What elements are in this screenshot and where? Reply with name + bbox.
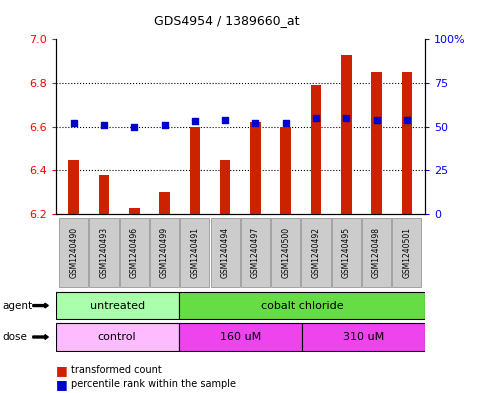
Text: GSM1240499: GSM1240499 bbox=[160, 227, 169, 278]
Text: 310 uM: 310 uM bbox=[343, 332, 384, 342]
Text: GSM1240491: GSM1240491 bbox=[190, 227, 199, 278]
Text: dose: dose bbox=[2, 332, 28, 342]
Bar bbox=[69, 160, 79, 214]
Text: GSM1240494: GSM1240494 bbox=[221, 227, 229, 278]
Text: percentile rank within the sample: percentile rank within the sample bbox=[71, 379, 237, 389]
Point bbox=[70, 120, 78, 127]
Bar bbox=[59, 218, 88, 287]
Text: 160 uM: 160 uM bbox=[220, 332, 261, 342]
Point bbox=[282, 120, 290, 127]
Bar bbox=[311, 85, 321, 214]
Bar bbox=[179, 292, 425, 319]
Point bbox=[221, 117, 229, 123]
Bar bbox=[281, 127, 291, 214]
Bar bbox=[179, 323, 302, 351]
Bar bbox=[159, 192, 170, 214]
Bar bbox=[129, 208, 140, 214]
Text: ■: ■ bbox=[56, 378, 67, 391]
Point bbox=[130, 123, 138, 130]
Bar bbox=[189, 127, 200, 214]
Point bbox=[100, 122, 108, 128]
Point bbox=[403, 117, 411, 123]
Text: agent: agent bbox=[2, 301, 32, 310]
Bar bbox=[362, 218, 391, 287]
Text: GSM1240492: GSM1240492 bbox=[312, 227, 321, 278]
Text: control: control bbox=[98, 332, 136, 342]
Text: GSM1240495: GSM1240495 bbox=[342, 227, 351, 278]
Bar bbox=[89, 218, 118, 287]
Text: GSM1240493: GSM1240493 bbox=[99, 227, 109, 278]
Bar bbox=[392, 218, 421, 287]
Bar bbox=[120, 218, 149, 287]
Point bbox=[373, 117, 381, 123]
Text: untreated: untreated bbox=[89, 301, 145, 310]
Bar bbox=[271, 218, 300, 287]
Bar bbox=[150, 218, 179, 287]
Text: transformed count: transformed count bbox=[71, 365, 162, 375]
Point bbox=[342, 115, 350, 121]
Text: GSM1240496: GSM1240496 bbox=[130, 227, 139, 278]
Bar bbox=[211, 218, 240, 287]
Bar bbox=[56, 323, 179, 351]
Text: GSM1240497: GSM1240497 bbox=[251, 227, 260, 278]
Text: GSM1240490: GSM1240490 bbox=[69, 227, 78, 278]
Point bbox=[252, 120, 259, 127]
Text: GSM1240500: GSM1240500 bbox=[281, 227, 290, 278]
Point bbox=[161, 122, 169, 128]
Text: GDS4954 / 1389660_at: GDS4954 / 1389660_at bbox=[154, 14, 300, 27]
Bar bbox=[371, 72, 382, 214]
Bar bbox=[56, 292, 179, 319]
Bar bbox=[220, 160, 230, 214]
Bar bbox=[341, 55, 352, 214]
Point bbox=[312, 115, 320, 121]
Point bbox=[191, 118, 199, 125]
Text: ■: ■ bbox=[56, 364, 67, 377]
Text: cobalt chloride: cobalt chloride bbox=[260, 301, 343, 310]
Bar bbox=[99, 175, 109, 214]
Bar bbox=[332, 218, 361, 287]
Bar bbox=[250, 122, 261, 214]
Bar bbox=[241, 218, 270, 287]
Bar bbox=[401, 72, 412, 214]
Bar bbox=[301, 218, 330, 287]
Bar bbox=[180, 218, 210, 287]
Text: GSM1240501: GSM1240501 bbox=[402, 227, 412, 278]
Bar bbox=[302, 323, 425, 351]
Text: GSM1240498: GSM1240498 bbox=[372, 227, 381, 278]
